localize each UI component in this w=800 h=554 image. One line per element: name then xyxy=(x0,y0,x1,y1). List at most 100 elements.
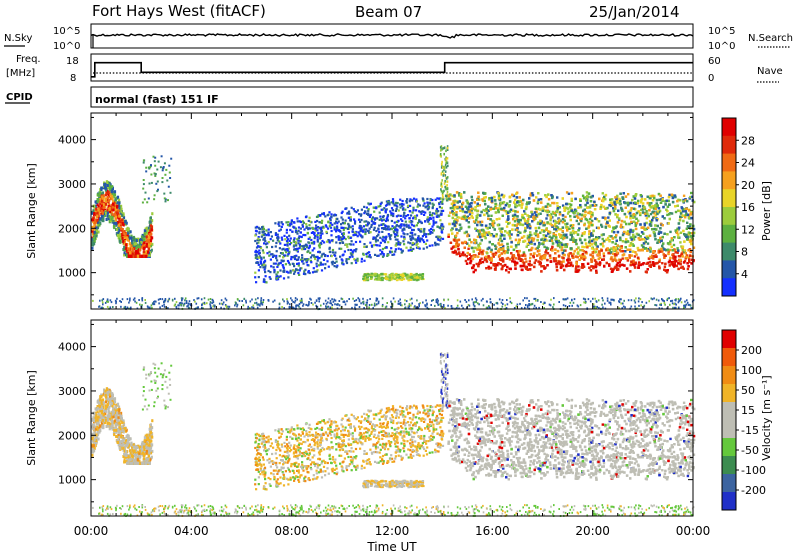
power-cell xyxy=(408,200,411,203)
power-cell xyxy=(418,303,420,306)
power-cell xyxy=(257,245,260,248)
power-cell xyxy=(407,249,410,252)
power-cell xyxy=(351,230,354,233)
power-cell xyxy=(432,223,435,226)
power-cell xyxy=(263,232,266,236)
power-cell xyxy=(442,196,444,199)
power-cell xyxy=(278,255,281,258)
power-cell xyxy=(396,276,399,279)
power-cell xyxy=(679,299,681,302)
power-cell xyxy=(376,235,379,238)
power-cell xyxy=(159,306,161,309)
power-cell xyxy=(293,256,296,259)
power-cell xyxy=(633,299,636,302)
power-cell xyxy=(282,265,285,268)
power-cell xyxy=(335,266,338,269)
power-cell xyxy=(293,248,296,251)
power-cell xyxy=(298,235,301,238)
power-cell xyxy=(101,211,104,215)
power-cell xyxy=(571,299,573,302)
power-cell xyxy=(294,230,298,234)
power-cell xyxy=(601,303,603,306)
power-cell xyxy=(129,230,132,234)
power-cell xyxy=(428,229,431,232)
power-cell xyxy=(100,198,103,201)
power-cell xyxy=(296,247,299,250)
power-cell xyxy=(325,302,328,305)
power-cell xyxy=(283,234,286,237)
power-cell xyxy=(236,305,238,308)
power-cell xyxy=(366,279,370,282)
power-cell xyxy=(379,249,382,252)
power-cell xyxy=(317,226,320,229)
power-cell xyxy=(686,301,689,304)
power-cell xyxy=(381,252,384,255)
power-cell xyxy=(431,202,434,205)
power-cell xyxy=(431,198,434,202)
power-cell xyxy=(175,301,178,304)
power-cell xyxy=(264,281,267,284)
power-cell xyxy=(388,236,392,239)
power-cell xyxy=(317,250,320,254)
power-cell xyxy=(384,210,387,213)
power-cell xyxy=(277,264,280,267)
power-cell xyxy=(489,298,492,301)
power-cell xyxy=(289,237,292,240)
power-cell xyxy=(318,251,322,254)
power-cell xyxy=(399,206,402,209)
power-cell xyxy=(592,303,595,306)
power-cell xyxy=(426,197,429,201)
power-cell xyxy=(101,207,104,211)
power-cell xyxy=(441,223,444,226)
power-cell xyxy=(256,303,258,306)
power-cell xyxy=(97,208,100,212)
power-cell xyxy=(360,257,363,260)
power-cell xyxy=(390,300,392,303)
power-cell xyxy=(149,229,152,233)
power-cell xyxy=(371,216,374,219)
power-cell xyxy=(397,243,400,246)
power-cell xyxy=(378,273,381,276)
power-cell xyxy=(424,220,427,223)
power-cell xyxy=(259,262,263,265)
power-cell xyxy=(401,250,404,253)
power-cell xyxy=(330,216,333,219)
power-cell xyxy=(318,300,320,303)
power-cell xyxy=(297,272,300,275)
noise-search-label: N.Search xyxy=(748,33,793,44)
power-cell xyxy=(397,209,400,212)
power-cell xyxy=(99,191,102,195)
power-cell xyxy=(564,298,567,301)
power-cell xyxy=(372,237,375,240)
power-cell xyxy=(438,215,441,218)
power-cell xyxy=(445,199,448,202)
power-cell xyxy=(105,218,108,221)
power-cell xyxy=(196,306,199,309)
power-cell xyxy=(576,304,579,307)
power-cell xyxy=(118,208,122,212)
power-cell xyxy=(392,214,395,218)
power-cell xyxy=(415,198,418,201)
power-cell xyxy=(595,300,598,303)
power-cell xyxy=(91,243,94,247)
power-cell xyxy=(111,212,114,216)
power-cell xyxy=(363,259,366,262)
power-cell xyxy=(417,278,420,281)
power-cell xyxy=(142,238,146,242)
power-cell xyxy=(428,217,431,220)
power-cell xyxy=(168,171,171,174)
power-cell xyxy=(661,262,664,265)
power-cell xyxy=(431,212,434,215)
freq-tick-bottom: 8 xyxy=(70,73,76,84)
power-cell xyxy=(102,206,105,210)
power-cell xyxy=(181,297,184,300)
power-cell xyxy=(526,306,529,309)
power-cell xyxy=(366,299,369,302)
power-cell xyxy=(142,250,145,254)
power-cell xyxy=(442,198,445,201)
power-cell xyxy=(309,251,312,254)
power-cell xyxy=(553,297,555,300)
power-cell xyxy=(277,223,280,226)
power-cell xyxy=(286,254,289,257)
power-cell xyxy=(386,225,390,228)
